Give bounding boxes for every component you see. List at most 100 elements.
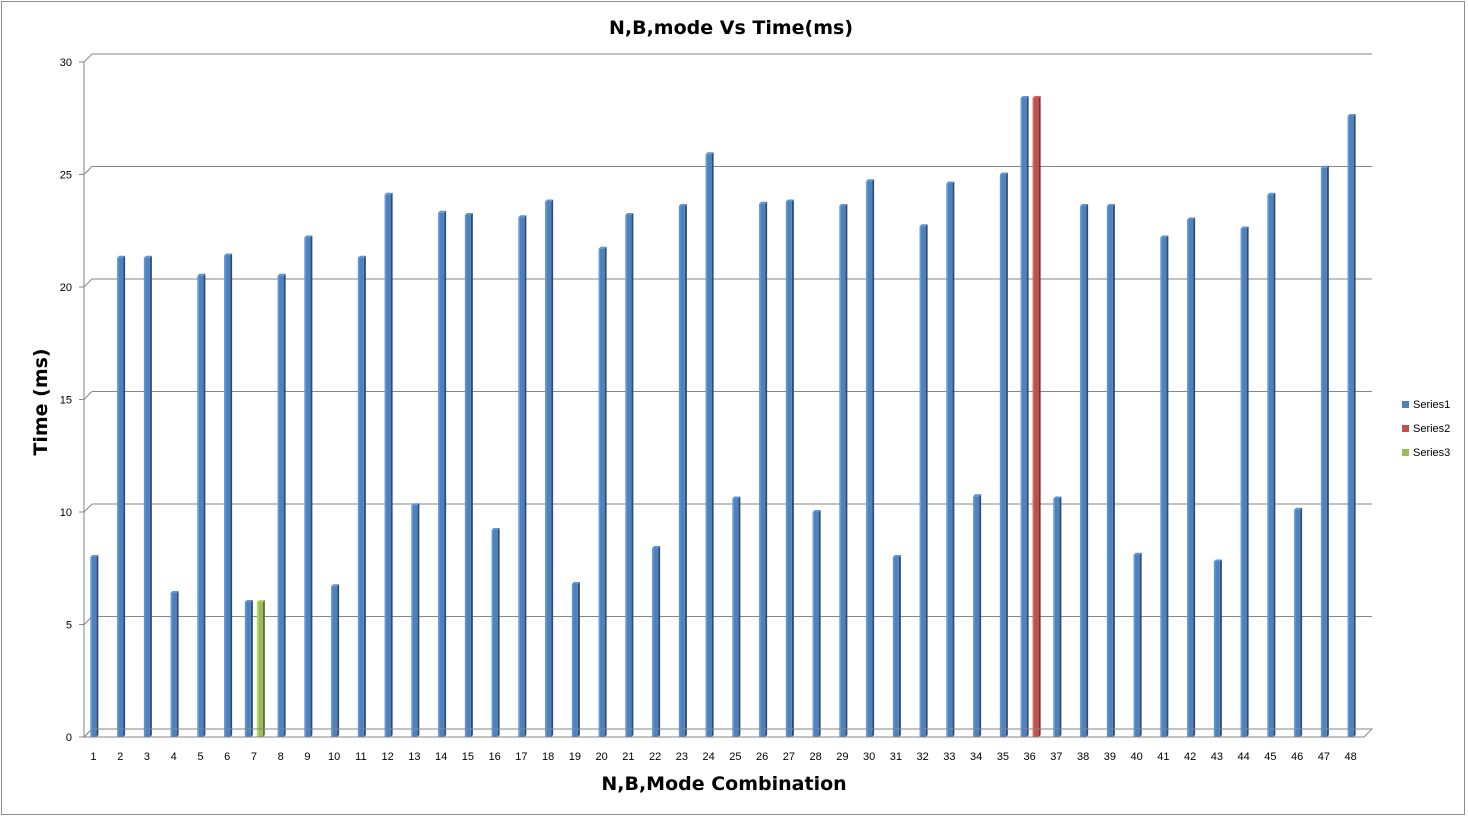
x-tick-label: 33 (943, 751, 955, 763)
y-tick-label: 10 (60, 507, 72, 519)
x-tick-label: 25 (729, 751, 741, 763)
x-tick-label: 10 (328, 751, 340, 763)
x-tick-label: 42 (1184, 751, 1196, 763)
bar-series1-37 (1053, 496, 1062, 737)
bar-series1-5 (197, 273, 206, 737)
legend-swatch (1402, 449, 1409, 456)
x-tick-label: 20 (596, 751, 608, 763)
gridline (83, 391, 1372, 400)
bar-series1-8 (277, 273, 286, 737)
bar-series1-6 (224, 253, 233, 737)
bars (90, 96, 1356, 737)
bar-series2-36 (1032, 96, 1041, 737)
x-tick-label: 31 (890, 751, 902, 763)
legend-item-series1: Series1 (1402, 399, 1450, 411)
x-tick-label: 3 (144, 751, 150, 763)
bar-series1-29 (839, 204, 848, 737)
bar-series1-10 (331, 584, 340, 737)
y-tick-label: 0 (66, 732, 72, 744)
bar-series1-21 (625, 213, 634, 737)
bar-series1-32 (919, 224, 928, 737)
x-tick-label: 11 (355, 751, 366, 763)
y-tick-label: 20 (60, 282, 72, 294)
x-tick-label: 40 (1131, 751, 1143, 763)
bar-series1-44 (1240, 226, 1249, 737)
x-tick-label: 22 (649, 751, 661, 763)
x-tick-label: 14 (435, 751, 447, 763)
bar-series1-46 (1294, 507, 1303, 737)
x-tick-label: 23 (676, 751, 688, 763)
x-tick-labels: 1 2 3 4 5 6 7 8 9 10 11 12 13 14 15 16 17 18 19 20 21 22 23 24 2… (90, 751, 1356, 763)
bar-series1-7 (244, 600, 253, 737)
bar-series1-36 (1020, 96, 1029, 737)
x-tick-label: 37 (1050, 751, 1062, 763)
gridline (83, 53, 1372, 63)
x-tick-label: 30 (863, 751, 875, 763)
bar-series1-1 (90, 555, 99, 737)
bar-series1-39 (1106, 204, 1115, 737)
legend-swatch (1402, 401, 1409, 408)
x-tick-label: 6 (224, 751, 230, 763)
x-axis-title: N,B,Mode Combination (601, 773, 846, 795)
y-tick-label: 5 (66, 620, 72, 632)
chart-title: N,B,mode Vs Time(ms) (609, 17, 853, 39)
bar-series1-45 (1267, 192, 1276, 737)
x-tick-label: 29 (836, 751, 848, 763)
x-tick-label: 36 (1024, 751, 1036, 763)
x-tick-label: 27 (783, 751, 795, 763)
legend-label: Series3 (1413, 447, 1450, 459)
bar-series1-33 (946, 181, 955, 737)
bar-series1-43 (1213, 559, 1222, 737)
bar-series1-4 (170, 591, 179, 737)
x-tick-label: 5 (197, 751, 203, 763)
x-axis-floor (83, 728, 1374, 738)
x-tick-label: 2 (117, 751, 123, 763)
axes (79, 61, 1374, 738)
bar-series1-28 (812, 510, 821, 737)
bar-series1-30 (866, 179, 875, 737)
bar-series1-35 (999, 172, 1008, 737)
bar-series1-41 (1160, 235, 1169, 737)
y-tick-label: 25 (60, 170, 72, 182)
bar-series1-11 (357, 255, 366, 737)
x-tick-label: 8 (278, 751, 284, 763)
x-tick-label: 16 (489, 751, 501, 763)
y-tick-label: 15 (60, 395, 72, 407)
x-tick-label: 1 (90, 751, 96, 763)
bar-series1-14 (438, 210, 447, 737)
bar-series1-16 (491, 528, 500, 737)
x-tick-label: 12 (382, 751, 394, 763)
x-tick-label: 32 (917, 751, 929, 763)
legend-swatch (1402, 425, 1409, 432)
bar-series1-24 (705, 152, 714, 737)
gridline (83, 278, 1372, 288)
x-tick-label: 9 (304, 751, 310, 763)
bar-series1-13 (411, 503, 420, 737)
x-tick-label: 34 (970, 751, 982, 763)
bar-series1-9 (304, 235, 313, 737)
y-tick-labels: 0 5 10 15 20 25 30 (60, 57, 72, 744)
bar-series1-20 (598, 246, 607, 737)
legend-label: Series2 (1413, 423, 1450, 435)
bar-series1-42 (1187, 217, 1196, 737)
x-tick-label: 35 (997, 751, 1009, 763)
bar-series1-34 (973, 494, 982, 737)
bar-series1-38 (1080, 204, 1089, 737)
x-tick-label: 13 (408, 751, 420, 763)
x-tick-label: 7 (251, 751, 257, 763)
x-tick-label: 15 (462, 751, 474, 763)
x-tick-label: 44 (1238, 751, 1250, 763)
bar-series1-23 (678, 204, 687, 737)
x-tick-label: 21 (622, 751, 634, 763)
bar-series1-12 (384, 192, 393, 737)
y-axis-title: Time (ms) (30, 348, 52, 455)
x-tick-label: 43 (1211, 751, 1223, 763)
gridline (83, 503, 1372, 513)
x-tick-label: 24 (703, 751, 715, 763)
bar-series1-27 (785, 199, 794, 737)
x-tick-label: 48 (1345, 751, 1357, 763)
bar-series1-31 (892, 555, 901, 737)
x-tick-label: 47 (1318, 751, 1330, 763)
bar-series1-47 (1320, 165, 1329, 737)
